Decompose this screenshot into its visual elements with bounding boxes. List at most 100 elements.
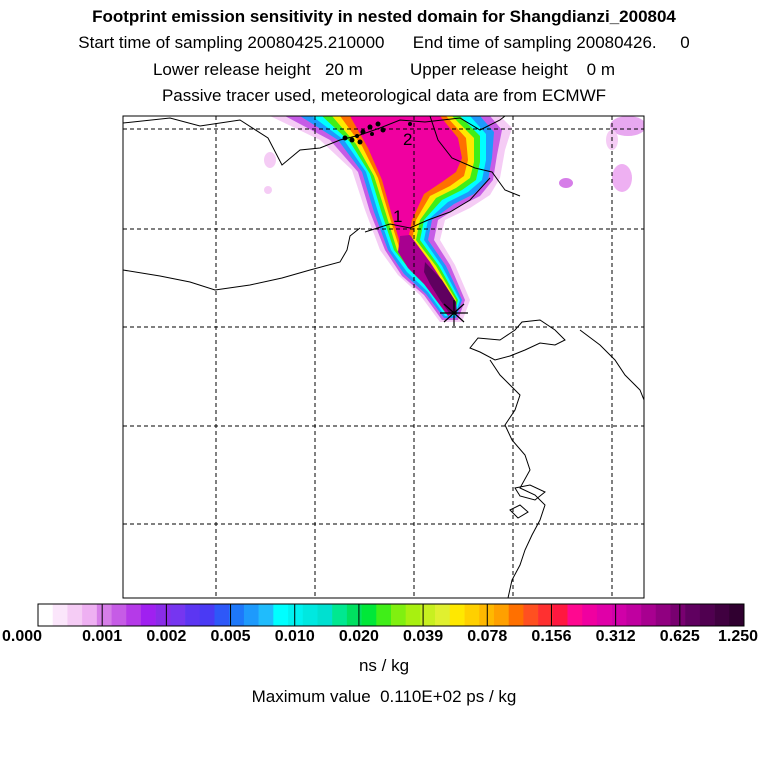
colorbar-swatch <box>611 604 627 626</box>
colorbar-swatch <box>596 604 612 626</box>
colorbar-swatch <box>552 604 568 626</box>
border-inner <box>364 177 491 233</box>
colorbar-swatch <box>302 604 318 626</box>
colorbar-swatch <box>96 604 112 626</box>
colorbar-swatch <box>435 604 451 626</box>
colorbar-swatch <box>626 604 642 626</box>
colorbar-swatch <box>288 604 304 626</box>
colorbar-frame <box>37 603 745 627</box>
receptor-marker <box>440 300 468 326</box>
coast-east-south <box>489 359 546 598</box>
colorbar-swatch <box>567 604 583 626</box>
trajectory-dot <box>408 122 412 126</box>
trajectory-dot <box>342 135 348 141</box>
map-area: 2 1 <box>123 116 644 598</box>
colorbar-tick-label: 0.010 <box>274 628 315 645</box>
colorbar-swatch <box>155 604 171 626</box>
trajectory-markers: 2 1 <box>342 121 412 226</box>
trajectory-dot <box>357 139 363 145</box>
trajectory-label-1: 1 <box>393 207 402 226</box>
plume-level-magenta <box>350 116 462 310</box>
figure-title: Footprint emission sensitivity in nested… <box>92 7 676 26</box>
colorbar-swatch <box>38 604 54 626</box>
coast-shandong <box>469 319 566 361</box>
colorbar-tick-label: 0.625 <box>659 628 700 645</box>
colorbar-swatch <box>449 604 465 626</box>
border-north <box>123 116 506 166</box>
trajectory-dot <box>367 124 373 130</box>
colorbar-swatch <box>214 604 230 626</box>
trajectory-dot <box>375 121 381 127</box>
colorbar-swatch <box>670 604 686 626</box>
lat-lon-grid <box>123 116 644 598</box>
maximum-value-text: Maximum value 0.110E+02 ps / kg <box>251 687 517 706</box>
colorbar-swatch <box>582 604 598 626</box>
trajectory-label-2: 2 <box>403 130 412 149</box>
plume-blob-west-2 <box>264 186 272 194</box>
colorbar-tick-label: 0.039 <box>403 628 444 645</box>
map-frame <box>122 115 645 599</box>
colorbar-swatch <box>479 604 495 626</box>
colorbar-swatch <box>82 604 98 626</box>
colorbar-swatch <box>391 604 407 626</box>
trajectory-dot <box>349 137 355 143</box>
plume-blob-east-3 <box>559 178 573 188</box>
lake-1 <box>509 504 529 519</box>
colorbar-swatch <box>243 604 259 626</box>
colorbar-swatch <box>729 604 745 626</box>
tracer-info-line: Passive tracer used, meteorological data… <box>161 86 607 105</box>
colorbar-swatch <box>464 604 480 626</box>
sampling-time-line: Start time of sampling 20080425.210000 E… <box>78 33 690 52</box>
plume-blob-east-1 <box>610 116 644 136</box>
colorbar-swatch <box>52 604 68 626</box>
colorbar-units: ns / kg <box>358 656 410 675</box>
colorbar-swatch <box>685 604 701 626</box>
coastlines <box>123 116 644 598</box>
colorbar-swatch <box>538 604 554 626</box>
border-east <box>429 116 521 197</box>
colorbar-tick-label: 0.000 <box>1 628 43 645</box>
colorbar-swatch <box>199 604 215 626</box>
colorbar-swatch <box>126 604 142 626</box>
colorbar-tick-label: 0.156 <box>531 628 572 645</box>
colorbar-tick-label: 0.005 <box>210 628 251 645</box>
colorbar-tick-label: 1.250 <box>717 628 759 645</box>
colorbar-swatch <box>332 604 348 626</box>
plume-blob-east-2 <box>612 164 632 192</box>
colorbar-swatch <box>273 604 289 626</box>
colorbar-swatch <box>229 604 245 626</box>
colorbar-swatch <box>655 604 671 626</box>
colorbar-swatch <box>641 604 657 626</box>
colorbar <box>37 603 745 627</box>
trajectory-dot <box>355 134 359 138</box>
colorbar-swatch <box>508 604 524 626</box>
colorbar-swatch <box>523 604 539 626</box>
trajectory-dot <box>360 129 366 135</box>
colorbar-swatch <box>170 604 186 626</box>
plume-level-darkest <box>424 262 457 314</box>
colorbar-swatch <box>185 604 201 626</box>
colorbar-tick-label: 0.002 <box>146 628 187 645</box>
colorbar-tick-label: 0.078 <box>467 628 508 645</box>
coast-bohai <box>123 227 361 291</box>
colorbar-swatch <box>405 604 421 626</box>
colorbar-swatch <box>699 604 715 626</box>
colorbar-swatch <box>67 604 83 626</box>
colorbar-swatch <box>317 604 333 626</box>
colorbar-tick-label: 0.001 <box>82 628 123 645</box>
colorbar-tick-label: 0.020 <box>338 628 379 645</box>
release-height-line: Lower release height 20 m Upper release … <box>152 60 616 79</box>
colorbar-swatch <box>493 604 509 626</box>
colorbar-swatch <box>111 604 127 626</box>
colorbar-swatch <box>258 604 274 626</box>
footprint-plume <box>264 116 644 322</box>
colorbar-swatch <box>420 604 436 626</box>
colorbar-swatch <box>714 604 730 626</box>
colorbar-swatch <box>346 604 362 626</box>
colorbar-tick-label: 0.312 <box>595 628 636 645</box>
island-1 <box>514 484 546 501</box>
trajectory-dot <box>380 127 386 133</box>
colorbar-swatch <box>140 604 156 626</box>
trajectory-dot <box>370 132 374 136</box>
